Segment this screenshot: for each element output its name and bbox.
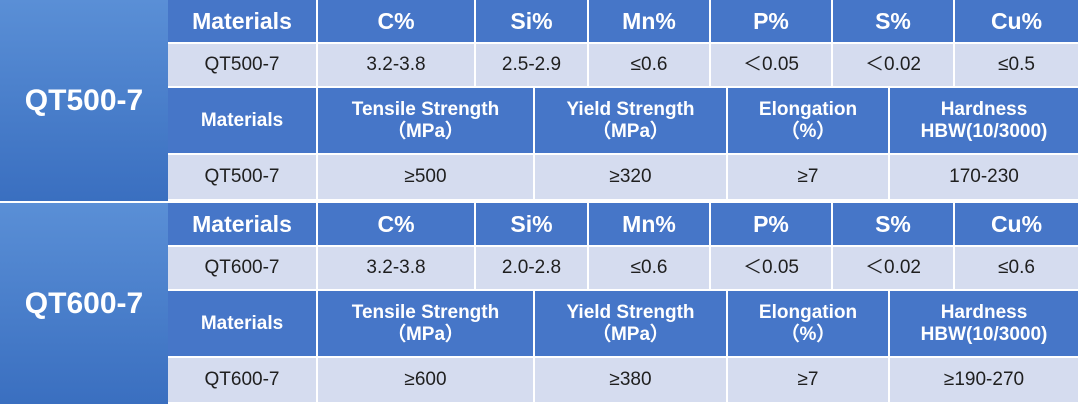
mech-header-tensile: Tensile Strength （MPa）	[318, 88, 535, 155]
mech-value-materials: QT500-7	[168, 155, 318, 201]
chem-value-c: 3.2-3.8	[318, 247, 476, 291]
mech-value-yield: ≥320	[535, 155, 728, 201]
qt500-7-table: QT500-7 Materials C% Si% Mn% P% S% Cu% Q…	[0, 0, 1080, 201]
chem-value-mn: ≤0.6	[589, 247, 711, 291]
chem-header-mn: Mn%	[589, 0, 711, 44]
mech-header-line1: Yield Strength	[566, 301, 695, 323]
chem-header-s: S%	[833, 203, 955, 247]
mech-header-elongation: Elongation （%）	[728, 291, 890, 358]
mech-header-elongation: Elongation （%）	[728, 88, 890, 155]
chem-value-s: ＜0.02	[833, 247, 955, 291]
chem-header-materials: Materials	[168, 203, 318, 247]
mech-value-hardness: ≥190-270	[890, 358, 1080, 404]
mech-header-line1: Materials	[200, 109, 284, 131]
chem-header-c: C%	[318, 0, 476, 44]
mech-value-yield: ≥380	[535, 358, 728, 404]
chem-header-si: Si%	[476, 0, 589, 44]
chem-value-s: ＜0.02	[833, 44, 955, 88]
mech-header-tensile: Tensile Strength （MPa）	[318, 291, 535, 358]
chem-header-cu: Cu%	[955, 0, 1080, 44]
chem-header-mn: Mn%	[589, 203, 711, 247]
mech-header-materials: Materials	[168, 291, 318, 358]
mech-header-materials: Materials	[168, 88, 318, 155]
mech-header-yield: Yield Strength （MPa）	[535, 291, 728, 358]
chem-value-si: 2.5-2.9	[476, 44, 589, 88]
chem-value-cu: ≤0.6	[955, 247, 1080, 291]
mech-value-elongation: ≥7	[728, 155, 890, 201]
mech-header-line1: Tensile Strength	[351, 98, 500, 120]
mech-header-line1: Yield Strength	[566, 98, 695, 120]
mech-value-tensile: ≥600	[318, 358, 535, 404]
grade-label: QT500-7	[0, 0, 168, 201]
mech-value-elongation: ≥7	[728, 358, 890, 404]
mech-header-line2: HBW(10/3000)	[920, 120, 1048, 142]
mech-header-line2: HBW(10/3000)	[920, 323, 1048, 345]
chem-value-c: 3.2-3.8	[318, 44, 476, 88]
mech-header-line1: Materials	[200, 312, 284, 334]
mech-header-line2: （%）	[780, 120, 836, 142]
mech-header-line1: Elongation	[758, 301, 858, 323]
mech-header-line2: （MPa）	[591, 120, 670, 142]
chem-header-p: P%	[711, 0, 833, 44]
mech-header-line1: Tensile Strength	[351, 301, 500, 323]
mech-header-yield: Yield Strength （MPa）	[535, 88, 728, 155]
chem-header-materials: Materials	[168, 0, 318, 44]
mech-header-line2: （%）	[780, 323, 836, 345]
grade-label: QT600-7	[0, 203, 168, 404]
chem-header-c: C%	[318, 203, 476, 247]
qt600-7-table: QT600-7 Materials C% Si% Mn% P% S% Cu% Q…	[0, 203, 1080, 404]
chem-value-si: 2.0-2.8	[476, 247, 589, 291]
chem-header-p: P%	[711, 203, 833, 247]
chem-value-mn: ≤0.6	[589, 44, 711, 88]
chem-value-p: ＜0.05	[711, 247, 833, 291]
chem-value-p: ＜0.05	[711, 44, 833, 88]
mech-header-line1: Hardness	[940, 98, 1028, 120]
chem-header-si: Si%	[476, 203, 589, 247]
mech-header-line2: （MPa）	[591, 323, 670, 345]
mech-header-hardness: Hardness HBW(10/3000)	[890, 291, 1080, 358]
chem-header-s: S%	[833, 0, 955, 44]
chem-value-materials: QT600-7	[168, 247, 318, 291]
mech-header-line2: （MPa）	[386, 120, 465, 142]
mech-header-line2: （MPa）	[386, 323, 465, 345]
mech-value-tensile: ≥500	[318, 155, 535, 201]
mech-header-hardness: Hardness HBW(10/3000)	[890, 88, 1080, 155]
mech-value-hardness: 170-230	[890, 155, 1080, 201]
mech-header-line1: Hardness	[940, 301, 1028, 323]
chem-value-cu: ≤0.5	[955, 44, 1080, 88]
chem-value-materials: QT500-7	[168, 44, 318, 88]
mech-header-line1: Elongation	[758, 98, 858, 120]
mech-value-materials: QT600-7	[168, 358, 318, 404]
chem-header-cu: Cu%	[955, 203, 1080, 247]
